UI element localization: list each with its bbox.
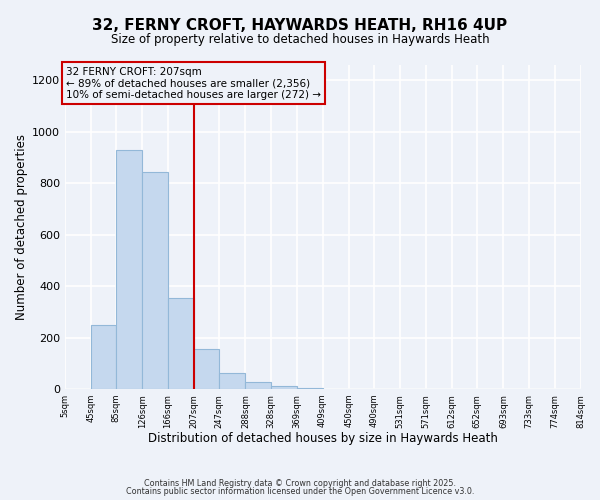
Text: Size of property relative to detached houses in Haywards Heath: Size of property relative to detached ho…: [110, 32, 490, 46]
Bar: [245, 382, 271, 389]
Bar: [116, 150, 142, 389]
Bar: [297, 388, 323, 389]
Bar: [194, 348, 220, 389]
Bar: [91, 324, 116, 389]
Bar: [168, 298, 194, 389]
X-axis label: Distribution of detached houses by size in Haywards Heath: Distribution of detached houses by size …: [148, 432, 498, 445]
Bar: [271, 386, 297, 389]
Text: 32, FERNY CROFT, HAYWARDS HEATH, RH16 4UP: 32, FERNY CROFT, HAYWARDS HEATH, RH16 4U…: [92, 18, 508, 32]
Text: 32 FERNY CROFT: 207sqm
← 89% of detached houses are smaller (2,356)
10% of semi-: 32 FERNY CROFT: 207sqm ← 89% of detached…: [66, 66, 321, 100]
Text: Contains public sector information licensed under the Open Government Licence v3: Contains public sector information licen…: [126, 487, 474, 496]
Text: Contains HM Land Registry data © Crown copyright and database right 2025.: Contains HM Land Registry data © Crown c…: [144, 478, 456, 488]
Bar: [220, 373, 245, 389]
Bar: [142, 172, 168, 389]
Y-axis label: Number of detached properties: Number of detached properties: [15, 134, 28, 320]
